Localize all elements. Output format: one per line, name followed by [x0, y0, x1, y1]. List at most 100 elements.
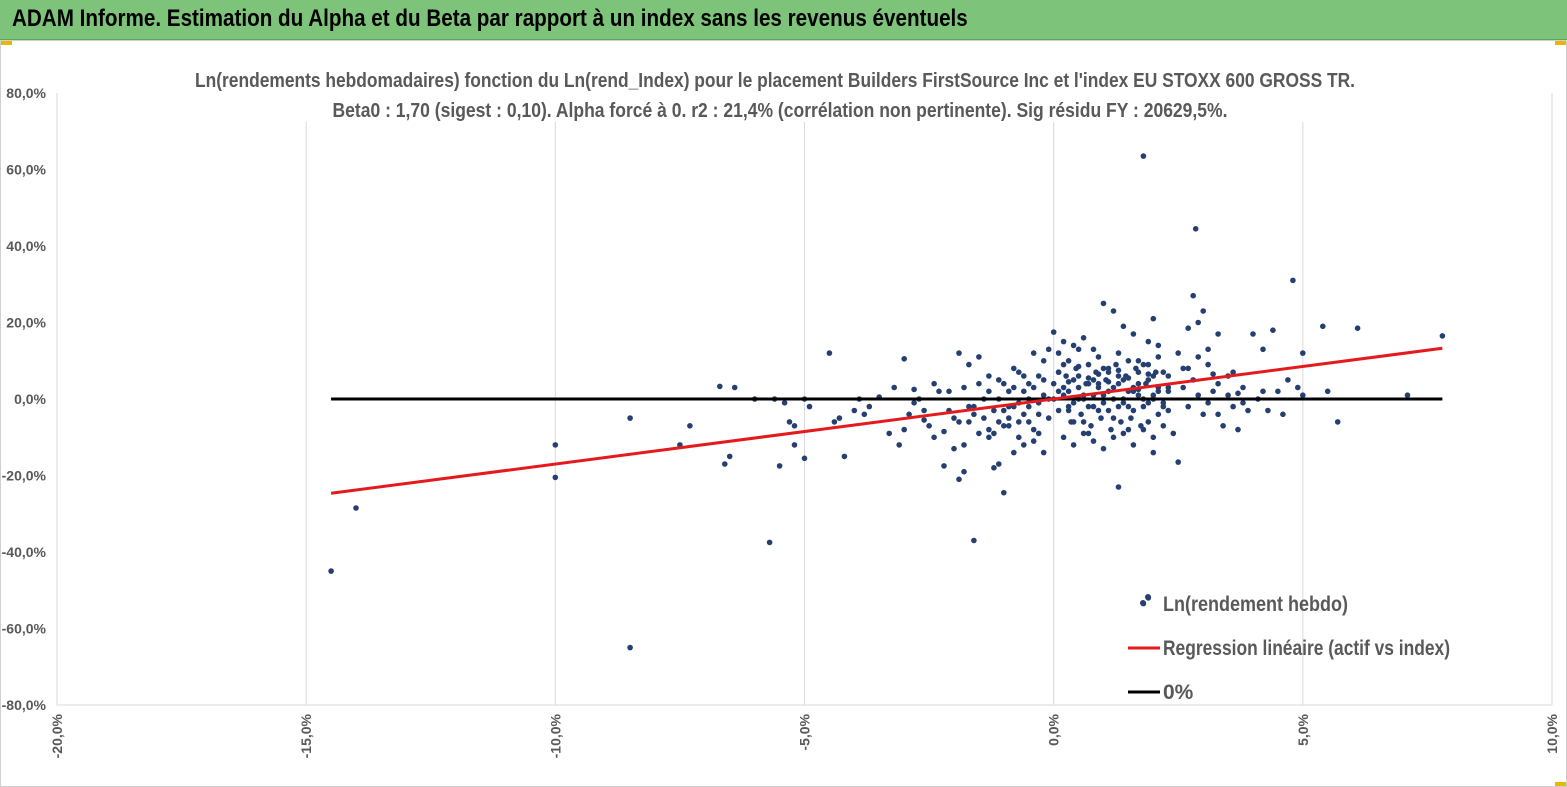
data-point — [951, 445, 957, 452]
data-point — [1404, 392, 1411, 399]
data-point — [1130, 442, 1137, 448]
data-point — [1085, 430, 1092, 437]
data-point — [1230, 369, 1236, 376]
data-point — [1060, 338, 1067, 345]
legend-marker-scatter-2 — [1145, 594, 1151, 600]
data-point — [1075, 373, 1082, 379]
data-point — [1195, 319, 1201, 326]
data-point — [1040, 392, 1047, 399]
data-point — [1130, 407, 1137, 414]
data-point — [1110, 434, 1117, 441]
data-point — [687, 423, 693, 429]
data-point — [1240, 384, 1246, 391]
data-point — [1215, 411, 1221, 418]
data-point — [981, 415, 987, 421]
data-point — [966, 403, 972, 410]
data-point — [1185, 325, 1191, 332]
data-point — [991, 465, 997, 471]
data-point — [926, 423, 932, 429]
data-point — [1115, 350, 1122, 356]
x-tick-label: 0,0% — [1046, 713, 1062, 745]
data-point — [1150, 315, 1157, 322]
data-point — [946, 388, 952, 395]
data-point — [1035, 373, 1042, 379]
x-tick-label: 5,0% — [1295, 713, 1311, 745]
data-point — [1090, 346, 1097, 353]
data-point — [731, 384, 738, 391]
legend-label-zero: 0% — [1163, 681, 1194, 704]
data-point — [1085, 361, 1092, 368]
data-point — [996, 461, 1002, 467]
data-point — [921, 407, 927, 414]
data-point — [906, 411, 912, 418]
data-point — [931, 434, 937, 441]
data-point — [1140, 361, 1147, 368]
data-point — [786, 419, 793, 425]
data-point — [1115, 403, 1122, 410]
data-point — [1133, 365, 1139, 372]
data-point — [1150, 434, 1157, 441]
data-point — [1125, 358, 1132, 364]
legend-label-scatter: Ln(rendement hebdo) — [1163, 593, 1348, 616]
data-point — [1065, 379, 1072, 385]
y-tick-label: -40,0% — [2, 544, 47, 560]
data-point — [1030, 350, 1037, 356]
data-point — [891, 384, 897, 391]
data-point — [1265, 407, 1271, 414]
data-point — [1021, 388, 1027, 395]
data-point — [1215, 331, 1221, 337]
data-point — [851, 407, 858, 414]
data-point — [1205, 400, 1211, 406]
data-point — [1235, 426, 1241, 433]
y-tick-label: 0,0% — [14, 391, 46, 407]
data-point — [1021, 373, 1027, 379]
data-point — [552, 442, 559, 448]
data-point — [1280, 411, 1286, 418]
data-point — [1245, 407, 1251, 414]
data-point — [991, 430, 997, 437]
data-point — [1250, 331, 1256, 337]
data-point — [1165, 384, 1172, 391]
data-point — [1100, 445, 1107, 452]
data-point — [1140, 153, 1147, 159]
data-point — [1095, 354, 1102, 360]
data-point — [986, 434, 992, 441]
data-point — [1205, 361, 1211, 368]
data-point — [1165, 407, 1172, 414]
data-point — [1160, 403, 1167, 410]
data-point — [996, 419, 1002, 425]
y-tick-label: 40,0% — [6, 238, 46, 254]
data-point — [1125, 426, 1132, 433]
data-point — [1045, 346, 1052, 353]
data-point — [996, 377, 1002, 383]
data-point — [1155, 354, 1162, 360]
data-point — [1075, 384, 1082, 391]
data-point — [1113, 361, 1119, 368]
data-point — [1011, 384, 1017, 391]
data-point — [841, 453, 848, 460]
regression-line — [330, 346, 1443, 495]
data-point — [976, 354, 982, 360]
data-point — [1035, 411, 1042, 418]
data-point — [1006, 423, 1012, 429]
data-point — [1080, 430, 1087, 437]
data-point — [1085, 375, 1092, 381]
corner-mark-bottom-right — [1555, 782, 1567, 787]
data-point — [861, 411, 868, 418]
data-point — [1030, 384, 1037, 391]
data-point — [776, 463, 783, 469]
data-point — [1070, 442, 1077, 448]
data-point — [1240, 400, 1246, 406]
data-point — [1026, 380, 1032, 387]
data-point — [1055, 369, 1062, 376]
data-point — [1030, 426, 1037, 433]
data-point — [1334, 419, 1341, 425]
data-point — [1083, 380, 1089, 387]
y-tick-label: -60,0% — [2, 621, 47, 637]
data-point — [1011, 449, 1017, 456]
data-point — [971, 537, 977, 544]
data-point — [901, 356, 907, 362]
data-point — [1080, 335, 1087, 341]
data-point — [956, 350, 962, 356]
x-tick-labels: -20,0% -15,0% -10,0% -5,0% 0,0% 5,0% 10,0% — [49, 713, 1560, 758]
